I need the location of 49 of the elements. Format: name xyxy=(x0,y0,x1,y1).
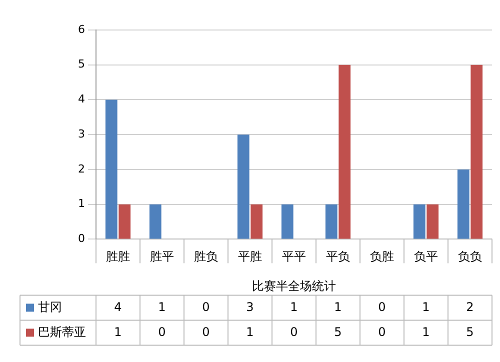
x-tick-label: 负胜 xyxy=(370,250,394,264)
data-label: 3 xyxy=(246,300,254,314)
legend-label: 甘冈 xyxy=(38,300,62,314)
bar xyxy=(237,134,250,239)
data-label: 1 xyxy=(114,324,122,339)
data-label: 1 xyxy=(334,300,342,314)
bar xyxy=(413,204,426,239)
data-label: 0 xyxy=(290,324,298,339)
bar xyxy=(325,204,338,239)
y-tick-label: 6 xyxy=(78,22,85,36)
data-label: 1 xyxy=(290,300,298,314)
y-tick-label: 1 xyxy=(78,197,85,210)
data-label: 0 xyxy=(378,300,386,314)
bar xyxy=(338,64,351,239)
bar xyxy=(470,64,483,239)
data-label: 0 xyxy=(202,300,210,314)
x-axis-title: 比赛半全场统计 xyxy=(252,278,336,293)
y-tick-label: 3 xyxy=(78,127,85,140)
bar xyxy=(426,204,439,239)
x-tick-label: 胜平 xyxy=(150,250,174,264)
x-tick-label: 平平 xyxy=(282,250,306,264)
data-label: 1 xyxy=(246,324,254,339)
data-label: 1 xyxy=(422,324,430,339)
x-tick-label: 负负 xyxy=(458,250,482,264)
bar xyxy=(250,204,263,239)
bar xyxy=(105,100,118,239)
bar xyxy=(118,204,131,239)
y-tick-label: 5 xyxy=(78,58,85,71)
data-label: 2 xyxy=(466,300,474,314)
x-tick-label: 平胜 xyxy=(238,250,262,264)
y-tick-label: 2 xyxy=(78,162,85,176)
data-label: 1 xyxy=(422,300,430,314)
data-label: 0 xyxy=(158,324,166,339)
data-label: 0 xyxy=(202,324,210,339)
y-tick-label: 4 xyxy=(78,92,85,106)
y-tick-label: 0 xyxy=(78,232,85,246)
x-tick-label: 胜负 xyxy=(194,250,218,264)
data-label: 5 xyxy=(466,324,474,339)
data-label: 0 xyxy=(378,324,386,339)
x-tick-label: 胜胜 xyxy=(106,250,130,264)
data-label: 4 xyxy=(114,300,122,314)
bar xyxy=(281,204,294,239)
x-tick-label: 平负 xyxy=(326,250,350,264)
x-tick-label: 负平 xyxy=(414,250,438,264)
bar xyxy=(149,204,162,239)
data-label: 5 xyxy=(334,324,342,339)
data-label: 1 xyxy=(158,300,166,314)
bar xyxy=(457,169,470,239)
legend-label: 巴斯蒂亚 xyxy=(38,324,86,339)
